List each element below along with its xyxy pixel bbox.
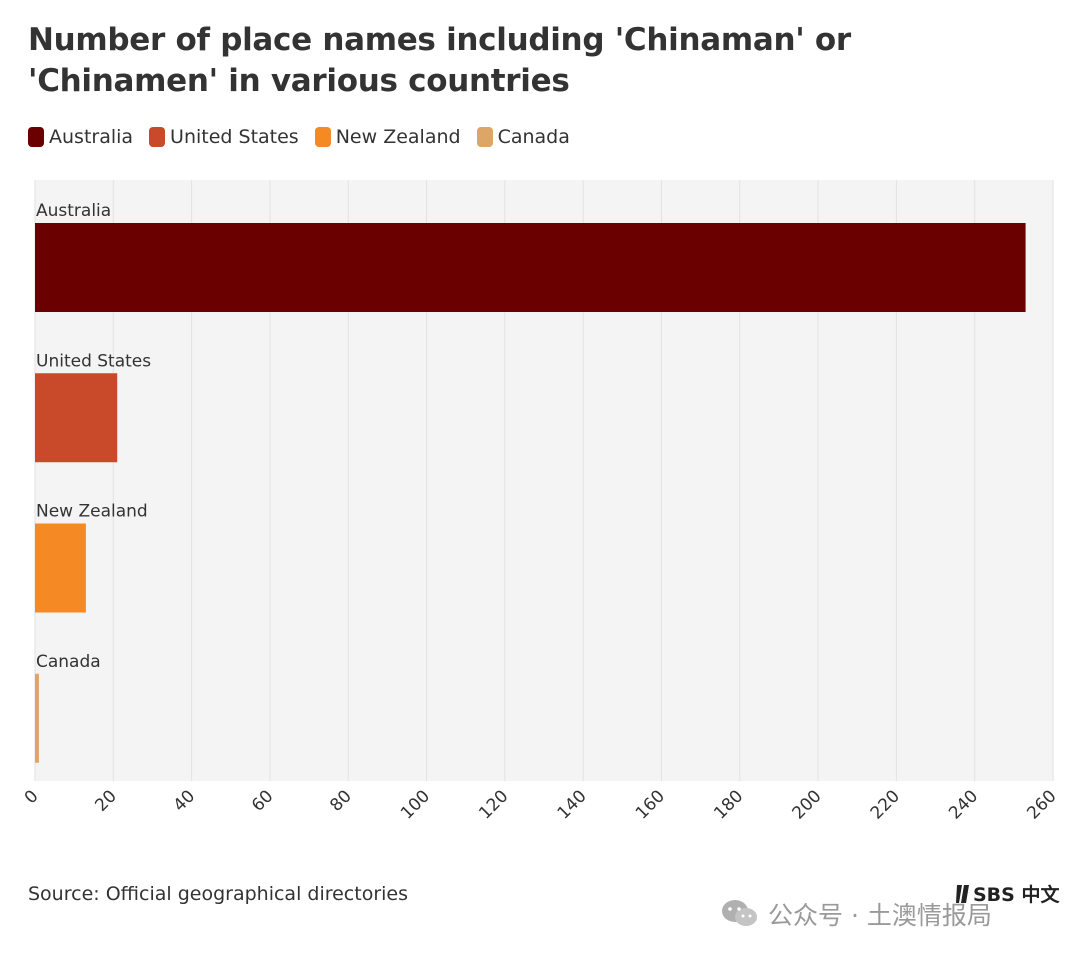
x-tick-label: 160 [632,786,669,823]
legend-item-australia: Australia [28,126,133,148]
wechat-watermark: 公众号 · 土澳情报局 [720,896,992,932]
bar-canada [35,673,39,763]
legend-label-new-zealand: New Zealand [335,126,461,148]
sbs-logo: SBS 中文 [955,880,1059,907]
x-tick-label: 260 [1023,786,1060,823]
category-label-australia: Australia [36,201,111,221]
category-label-canada: Canada [36,652,101,672]
legend-item-united-states: United States [149,126,299,148]
wechat-icon [722,900,757,926]
x-tick-label: 20 [91,786,120,815]
x-tick-label: 60 [248,786,277,815]
category-label-new-zealand: New Zealand [36,502,148,522]
legend-swatch-united-states [149,127,166,147]
legend-item-new-zealand: New Zealand [314,126,461,148]
x-tick-label: 0 [21,786,43,808]
x-tick-label: 200 [789,786,826,823]
legend-label-australia: Australia [49,126,134,148]
bar-australia [35,223,1026,312]
bar-united-states [35,373,118,463]
x-tick-label: 240 [945,786,982,823]
category-label-united-states: United States [36,351,151,371]
legend-swatch-new-zealand [314,127,331,147]
watermark-text: 公众号 · 土澳情报局 [768,901,992,930]
chart-legend: Australia United States New Zealand Canada [28,126,586,148]
x-tick-label: 120 [475,786,512,823]
legend-label-canada: Canada [497,126,570,148]
legend-label-united-states: United States [170,126,299,148]
legend-swatch-canada [476,127,493,147]
legend-item-canada: Canada [476,126,570,148]
sbs-logo-icon [956,884,969,903]
x-tick-label: 140 [554,786,591,823]
bar-new-zealand [35,523,86,613]
x-tick-label: 220 [867,786,904,823]
source-note: Source: Official geographical directorie… [28,883,409,905]
legend-swatch-australia [28,127,44,147]
sbs-logo-text: SBS 中文 [973,884,1060,906]
bar-chart: 0 20 40 60 80 100 120 140 160 180 200 220 240 260 Aust… [21,180,1061,823]
x-tick-label: 40 [170,786,199,815]
chart-title: Number of place names including 'Chinama… [28,22,851,99]
x-tick-label: 180 [710,786,747,823]
x-tick-label: 100 [397,786,434,823]
x-tick-label: 80 [326,786,355,815]
